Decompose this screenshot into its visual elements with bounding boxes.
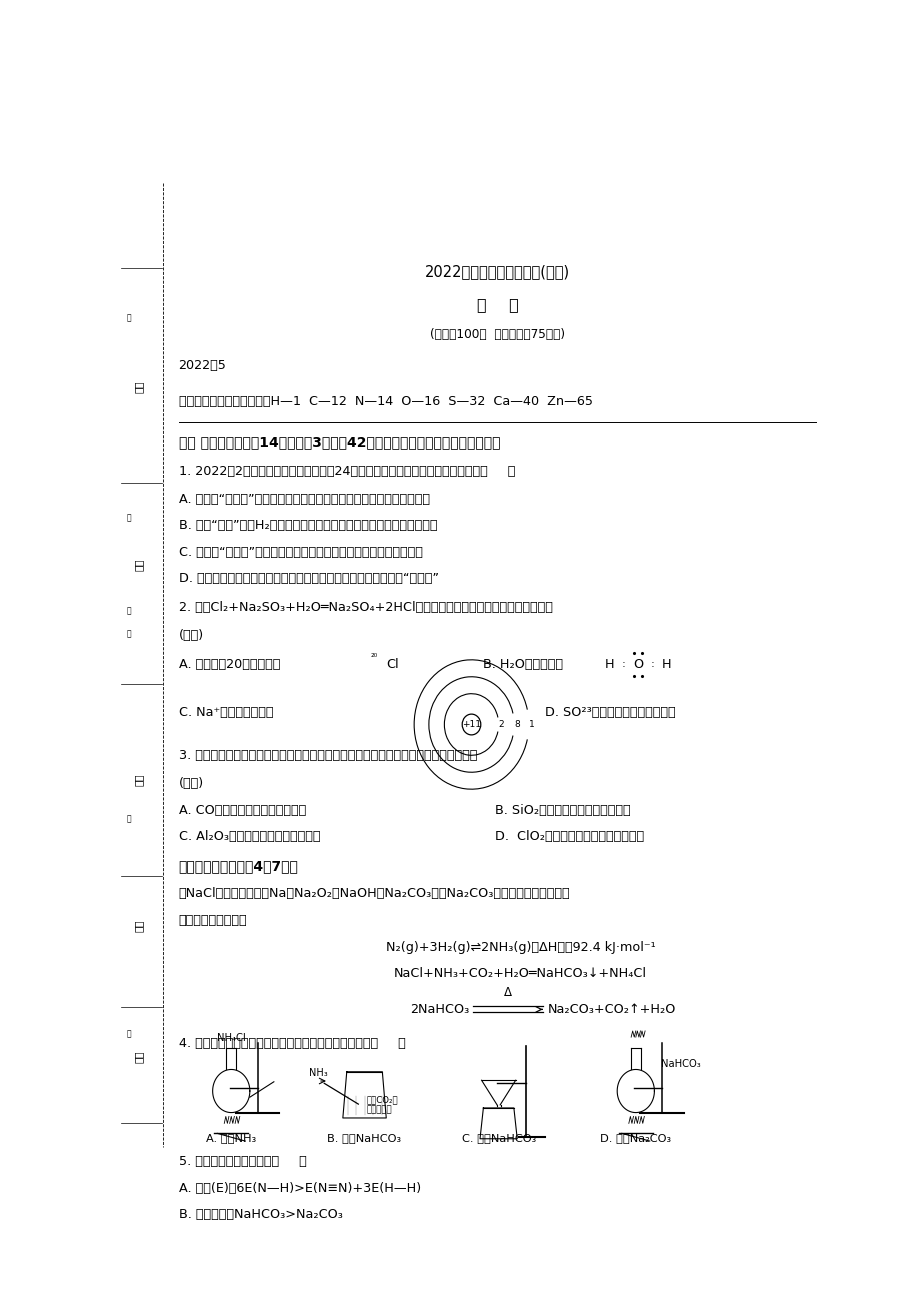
Text: D.  ClO₂易溶于水，可用于自来水消毒: D. ClO₂易溶于水，可用于自来水消毒 [494, 831, 643, 844]
Text: 5. 下列有关比较正确的是（     ）: 5. 下列有关比较正确的是（ ） [178, 1155, 306, 1168]
Text: 1: 1 [528, 720, 534, 729]
Text: H: H [662, 658, 671, 671]
Text: C. 吉祥物“冰噱啱”外壳使用有机硅橡胶材料，该材料属于硅酸盐材料: C. 吉祥物“冰噱啱”外壳使用有机硅橡胶材料，该材料属于硅酸盐材料 [178, 546, 422, 559]
Text: 装: 装 [127, 1030, 131, 1039]
Text: (　　): ( ) [178, 629, 203, 642]
Text: B. 火芬“飞扬”使用H₂作燃料，火焰呱黄色是因为在噴口格居处涂有鈗盐: B. 火芬“飞扬”使用H₂作燃料，火焰呱黄色是因为在噴口格居处涂有鈗盐 [178, 519, 437, 533]
Text: 可能用到的相对原子质量：H—1  C—12  N—14  O—16  S—32  Ca—40  Zn—65: 可能用到的相对原子质量：H—1 C—12 N—14 O—16 S—32 Ca—4… [178, 395, 592, 408]
Polygon shape [343, 1072, 386, 1118]
Text: Na₂CO₃+CO₂↑+H₂O: Na₂CO₃+CO₂↑+H₂O [547, 1003, 675, 1016]
Text: 班级: 班级 [133, 773, 143, 786]
Text: 装: 装 [127, 814, 131, 823]
Text: (　　): ( ) [178, 776, 203, 789]
Text: H: H [604, 658, 614, 671]
Text: 一、 单项选择题：入14题，每题3分，入42分。每题只有一个选项最符合题意。: 一、 单项选择题：入14题，每题3分，入42分。每题只有一个选项最符合题意。 [178, 436, 500, 449]
Text: A. 键能(E)：6E(N—H)>E(N≡N)+3E(H—H): A. 键能(E)：6E(N—H)>E(N≡N)+3E(H—H) [178, 1181, 420, 1194]
Text: B. 制取NaHCO₃: B. 制取NaHCO₃ [327, 1133, 402, 1143]
Text: 2022届高三年级模拟试卷(十九): 2022届高三年级模拟试卷(十九) [425, 264, 570, 279]
Text: (满分：100分  考试时间：75分钟): (满分：100分 考试时间：75分钟) [429, 328, 564, 341]
Text: Δ: Δ [504, 986, 511, 999]
Text: C. 分离NaHCO₃: C. 分离NaHCO₃ [461, 1133, 535, 1143]
Text: 装: 装 [127, 314, 131, 323]
Polygon shape [212, 1069, 250, 1113]
Text: 1. 2022年2月，我国北京成功举办了第24届冬季奥运会。下列有关说法正确的是（     ）: 1. 2022年2月，我国北京成功举办了第24届冬季奥运会。下列有关说法正确的是… [178, 465, 515, 478]
Text: 主要涉及如下反应：: 主要涉及如下反应： [178, 914, 247, 927]
Text: A. 中子数为20的氯原子：: A. 中子数为20的氯原子： [178, 658, 279, 671]
Text: NH₄Cl: NH₄Cl [217, 1034, 245, 1043]
Text: 2022．5: 2022．5 [178, 359, 226, 372]
Text: 4. 下列有关模拟侯氏制碱法的实验原理和装置正确的是（     ）: 4. 下列有关模拟侯氏制碱法的实验原理和装置正确的是（ ） [178, 1036, 405, 1049]
Text: 饱和食盐水: 饱和食盐水 [367, 1105, 392, 1115]
Text: A. CO有还原性，可用于高炉炼铁: A. CO有还原性，可用于高炉炼铁 [178, 805, 305, 818]
Text: NaHCO₃: NaHCO₃ [660, 1059, 699, 1069]
Text: A. 制取NH₃: A. 制取NH₃ [206, 1133, 256, 1143]
Text: D. 制取Na₂CO₃: D. 制取Na₂CO₃ [599, 1133, 671, 1143]
Text: 学校: 学校 [133, 921, 143, 932]
Text: :: : [651, 659, 654, 669]
Text: O: O [632, 658, 642, 671]
Text: 化    学: 化 学 [476, 297, 517, 312]
Polygon shape [617, 1069, 653, 1113]
Text: NH₃: NH₃ [309, 1069, 327, 1078]
Text: 以NaCl为原料，可制取Na、Na₂O₂、NaOH和Na₂CO₃等。Na₂CO₃可用侯氏制碱法制取，: 以NaCl为原料，可制取Na、Na₂O₂、NaOH和Na₂CO₃等。Na₂CO₃… [178, 888, 570, 901]
Text: ²⁰: ²⁰ [370, 654, 378, 661]
Text: 阅读下列资料，完成4～7题。: 阅读下列资料，完成4～7题。 [178, 859, 298, 874]
Text: NaCl+NH₃+CO₂+H₂O═NaHCO₃↓+NH₄Cl: NaCl+NH₃+CO₂+H₂O═NaHCO₃↓+NH₄Cl [393, 967, 646, 980]
Text: 8: 8 [514, 720, 519, 729]
Text: 姓名: 姓名 [133, 559, 143, 570]
Text: :: : [621, 659, 625, 669]
Text: 2NaHCO₃: 2NaHCO₃ [410, 1003, 469, 1016]
Text: C. Na⁺的结构示意图：: C. Na⁺的结构示意图： [178, 706, 273, 719]
Text: N₂(g)+3H₂(g)⇌2NH₃(g)；ΔH＝－92.4 kJ·mol⁻¹: N₂(g)+3H₂(g)⇌2NH₃(g)；ΔH＝－92.4 kJ·mol⁻¹ [385, 941, 655, 954]
Text: 溶有CO₂的: 溶有CO₂的 [367, 1095, 398, 1104]
Text: 区县: 区县 [133, 1051, 143, 1064]
Text: B. SiO₂硬度高，可用作半导体材料: B. SiO₂硬度高，可用作半导体材料 [494, 805, 630, 818]
Text: +11: +11 [461, 720, 481, 729]
Text: 学号: 学号 [133, 381, 143, 393]
Text: D. 赛事服务用车使用氢燃料电池车代替普通燃油车，有利于实现“碳中和”: D. 赛事服务用车使用氢燃料电池车代替普通燃油车，有利于实现“碳中和” [178, 572, 438, 585]
Text: Cl: Cl [386, 658, 399, 671]
Text: D. SO²³的空间结构：平面三角形: D. SO²³的空间结构：平面三角形 [545, 706, 675, 719]
Text: 装: 装 [127, 514, 131, 522]
Text: 订: 订 [127, 605, 131, 615]
Text: B. 热稳定性：NaHCO₃>Na₂CO₃: B. 热稳定性：NaHCO₃>Na₂CO₃ [178, 1208, 342, 1221]
Text: C. Al₂O₃具有两性，可用作耗火材料: C. Al₂O₃具有两性，可用作耗火材料 [178, 831, 320, 844]
Text: 装: 装 [127, 629, 131, 638]
Text: 2: 2 [498, 720, 504, 729]
Text: B. H₂O的电子式：: B. H₂O的电子式： [482, 658, 562, 671]
Text: A. 速滑馆“冰丝带”使用二氧化碳制冷剂制冰，该制冰过程属于化学变化: A. 速滑馆“冰丝带”使用二氧化碳制冷剂制冰，该制冰过程属于化学变化 [178, 493, 429, 506]
Text: 3. 氧化物在生产、生活中有广泛应用。下列有关氧化物的性质与用途具有对应关系的是: 3. 氧化物在生产、生活中有广泛应用。下列有关氧化物的性质与用途具有对应关系的是 [178, 749, 476, 762]
Polygon shape [480, 1108, 516, 1139]
Text: 2. 反应Cl₂+Na₂SO₃+H₂O═Na₂SO₄+2HCl可用于污水脱氯。下列有关说法正确的是: 2. 反应Cl₂+Na₂SO₃+H₂O═Na₂SO₄+2HCl可用于污水脱氯。下… [178, 602, 551, 615]
